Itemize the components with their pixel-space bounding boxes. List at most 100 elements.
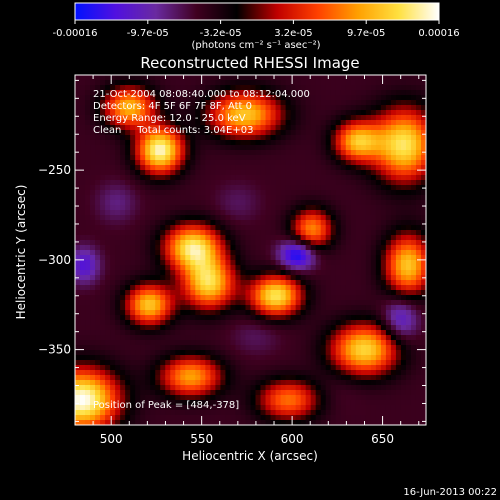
heatmap-cell	[180, 80, 186, 86]
heatmap-cell	[110, 150, 116, 156]
heatmap-cell	[280, 340, 287, 346]
heatmap-cell	[140, 140, 146, 146]
heatmap-cell	[350, 320, 357, 326]
heatmap-cell	[135, 155, 141, 161]
heatmap-cell	[230, 120, 237, 126]
heatmap-cell	[345, 235, 352, 241]
heatmap-cell	[140, 265, 146, 271]
heatmap-cell	[165, 285, 171, 291]
heatmap-cell	[75, 215, 81, 221]
heatmap-cell	[185, 125, 191, 131]
heatmap-cell	[100, 285, 106, 291]
heatmap-cell	[190, 400, 196, 406]
heatmap-cell	[320, 100, 327, 106]
heatmap-cell	[345, 110, 352, 116]
heatmap-cell	[345, 290, 352, 296]
heatmap-cell	[365, 80, 372, 86]
heatmap-cell	[135, 165, 141, 171]
heatmap-cell	[150, 305, 156, 311]
heatmap-cell	[395, 315, 402, 321]
heatmap-cell	[275, 415, 282, 421]
heatmap-cell	[165, 330, 171, 336]
heatmap-cell	[85, 140, 91, 146]
heatmap-cell	[195, 85, 201, 91]
heatmap-cell	[355, 355, 362, 361]
heatmap-cell	[75, 105, 81, 111]
heatmap-cell	[245, 135, 252, 141]
heatmap-cell	[340, 245, 347, 251]
heatmap-cell	[360, 145, 367, 151]
heatmap-cell	[300, 385, 307, 391]
heatmap-cell	[370, 175, 377, 181]
heatmap-cell	[205, 375, 211, 381]
heatmap-cell	[290, 415, 297, 421]
heatmap-cell	[130, 250, 136, 256]
heatmap-cell	[265, 140, 272, 146]
heatmap-cell	[375, 225, 382, 231]
heatmap-cell	[395, 355, 402, 361]
heatmap-cell	[230, 325, 237, 331]
heatmap-cell	[355, 410, 362, 416]
heatmap-cell	[270, 230, 277, 236]
heatmap-cell	[150, 265, 156, 271]
heatmap-cell	[320, 295, 327, 301]
heatmap-cell	[150, 280, 156, 286]
heatmap-cell	[350, 240, 357, 246]
heatmap-cell	[110, 295, 116, 301]
heatmap-cell	[215, 90, 222, 96]
heatmap-cell	[120, 415, 126, 421]
heatmap-cell	[230, 180, 237, 186]
heatmap-cell	[90, 275, 96, 281]
heatmap-cell	[285, 110, 292, 116]
heatmap-cell	[80, 100, 86, 106]
heatmap-cell	[160, 135, 166, 141]
heatmap-cell	[355, 135, 362, 141]
heatmap-cell	[180, 345, 186, 351]
heatmap-cell	[330, 280, 337, 286]
heatmap-cell	[220, 120, 227, 126]
heatmap-cell	[170, 260, 176, 266]
heatmap-cell	[175, 360, 181, 366]
heatmap-cell	[95, 110, 101, 116]
heatmap-cell	[155, 225, 161, 231]
heatmap-cell	[275, 410, 282, 416]
heatmap-cell	[245, 320, 252, 326]
heatmap-cell	[85, 400, 91, 406]
heatmap-cell	[175, 130, 181, 136]
heatmap-cell	[415, 315, 422, 321]
heatmap-cell	[245, 170, 252, 176]
heatmap-cell	[190, 190, 196, 196]
heatmap-cell	[325, 300, 332, 306]
heatmap-cell	[245, 250, 252, 256]
heatmap-cell	[175, 275, 181, 281]
heatmap-cell	[395, 115, 402, 121]
heatmap-cell	[215, 360, 222, 366]
heatmap-cell	[230, 265, 237, 271]
heatmap-cell	[160, 100, 166, 106]
heatmap-cell	[160, 80, 166, 86]
heatmap-cell	[185, 210, 191, 216]
heatmap-cell	[235, 115, 242, 121]
heatmap-cell	[275, 310, 282, 316]
heatmap-cell	[295, 310, 302, 316]
heatmap-cell	[80, 390, 86, 396]
heatmap-cell	[275, 130, 282, 136]
heatmap-cell	[230, 390, 237, 396]
heatmap-cell	[305, 105, 312, 111]
heatmap-cell	[295, 345, 302, 351]
heatmap-cell	[350, 385, 357, 391]
heatmap-cell	[395, 405, 402, 411]
heatmap-cell	[250, 220, 257, 226]
heatmap-cell	[125, 320, 131, 326]
heatmap-cell	[270, 135, 277, 141]
heatmap-cell	[385, 380, 392, 386]
heatmap-cell	[80, 95, 86, 101]
heatmap-cell	[395, 250, 402, 256]
heatmap-cell	[345, 85, 352, 91]
heatmap-cell	[375, 90, 382, 96]
heatmap-cell	[270, 315, 277, 321]
heatmap-cell	[75, 130, 81, 136]
heatmap-cell	[270, 350, 277, 356]
heatmap-cell	[405, 235, 412, 241]
heatmap-cell	[345, 180, 352, 186]
